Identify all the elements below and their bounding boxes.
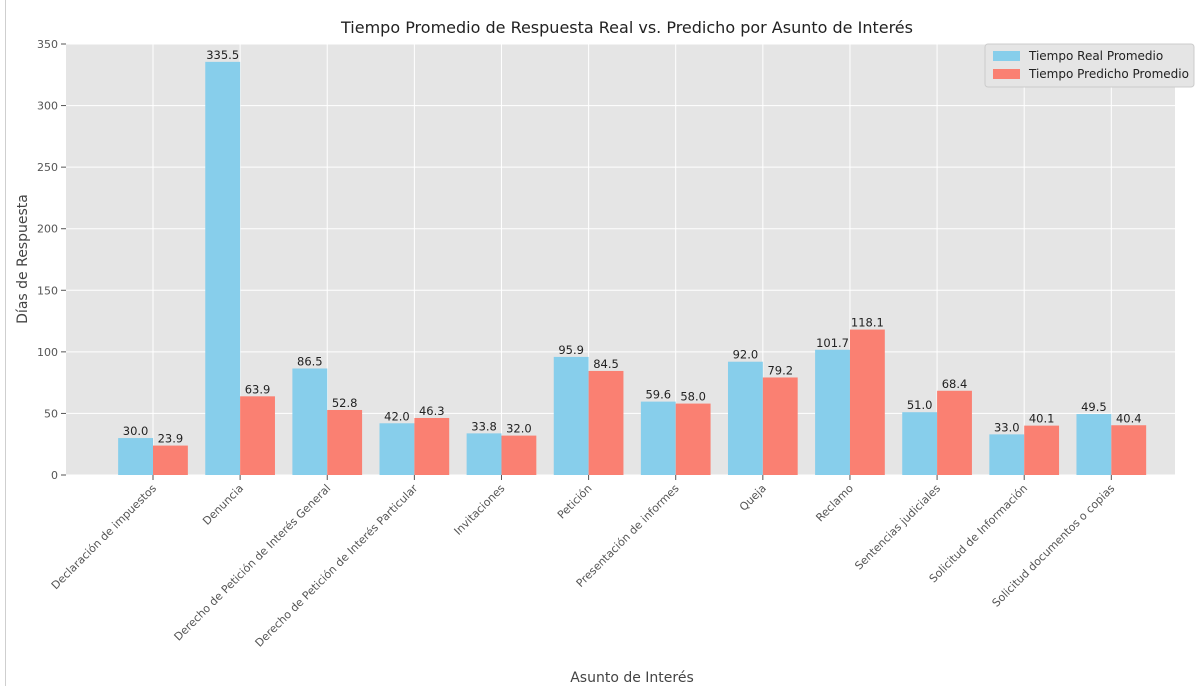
y-tick-label: 50 <box>44 407 58 420</box>
bar-real <box>727 361 763 475</box>
y-tick-label: 0 <box>51 469 58 482</box>
bar-real <box>205 61 241 475</box>
bar-predicted <box>414 417 450 475</box>
y-tick-label: 350 <box>37 38 58 51</box>
x-tick-label: Queja <box>737 482 769 514</box>
y-tick-label: 300 <box>37 100 58 113</box>
legend-swatch-predicted <box>993 69 1020 79</box>
bars <box>118 61 1147 475</box>
x-tick-label: Presentación de informes <box>574 482 682 590</box>
legend-label-real: Tiempo Real Promedio <box>1028 49 1163 63</box>
data-label-predicted: 40.4 <box>1116 411 1142 425</box>
bar-predicted <box>849 329 885 475</box>
x-tick-label: Denuncia <box>200 482 246 528</box>
bar-predicted <box>153 445 188 475</box>
bar-real <box>815 349 850 475</box>
data-label-real: 335.5 <box>206 48 239 62</box>
bar-predicted <box>501 435 537 475</box>
data-label-real: 86.5 <box>297 354 323 368</box>
bar-real <box>1076 414 1112 475</box>
bar-real <box>118 438 153 475</box>
bar-real <box>989 434 1025 475</box>
bar-predicted <box>588 370 624 475</box>
data-label-predicted: 23.9 <box>158 432 184 446</box>
data-label-real: 30.0 <box>123 424 149 438</box>
bar-predicted <box>1024 425 1060 475</box>
chart-title: Tiempo Promedio de Respuesta Real vs. Pr… <box>340 18 913 37</box>
x-axis-ticks: Declaración de impuestos DenunciaDerecho … <box>49 475 1118 650</box>
y-axis-ticks: 0 50 100 150 200 250 300 350 <box>37 38 66 482</box>
data-label-real: 51.0 <box>907 398 933 412</box>
data-label-real: 92.0 <box>733 348 759 362</box>
data-label-real: 101.7 <box>816 336 849 350</box>
legend: Tiempo Real Promedio Tiempo Predicho Pro… <box>984 43 1195 88</box>
bar-predicted <box>240 396 275 475</box>
y-tick-label: 100 <box>37 346 58 359</box>
x-tick-label: Petición <box>555 482 595 522</box>
data-label-predicted: 63.9 <box>245 382 271 396</box>
y-tick-label: 200 <box>37 223 58 236</box>
data-label-predicted: 118.1 <box>851 316 884 330</box>
y-axis-label: Días de Respuesta <box>15 194 31 324</box>
bar-real <box>640 401 676 475</box>
bar-real <box>553 356 589 475</box>
data-label-predicted: 79.2 <box>767 363 793 377</box>
x-tick-label: Derecho de Petición de Interés General <box>172 482 334 644</box>
legend-box <box>984 43 1195 88</box>
data-label-predicted: 68.4 <box>942 377 968 391</box>
data-label-real: 42.0 <box>384 409 410 423</box>
data-label-predicted: 84.5 <box>593 357 619 371</box>
bar-predicted <box>675 403 711 475</box>
data-label-predicted: 40.1 <box>1029 412 1055 426</box>
y-tick-label: 150 <box>37 284 58 297</box>
data-label-real: 59.6 <box>645 388 671 402</box>
legend-swatch-real <box>993 51 1020 61</box>
legend-label-predicted: Tiempo Predicho Promedio <box>1028 67 1189 81</box>
bar-predicted <box>1111 425 1147 475</box>
data-label-predicted: 46.3 <box>419 404 445 418</box>
bar-predicted <box>327 409 363 475</box>
x-tick-label: Declaración de impuestos <box>49 482 159 592</box>
y-tick-label: 250 <box>37 161 58 174</box>
x-tick-label: Sentencias judiciales <box>852 482 943 573</box>
data-label-predicted: 32.0 <box>506 422 532 436</box>
data-label-real: 49.5 <box>1081 400 1107 414</box>
data-labels: 30.0 335.5 86.5 42.0 33.8 95.9 59.6 92.0 101.7 51… <box>123 48 1142 446</box>
x-tick-label: Invitaciones <box>452 482 508 538</box>
bar-real <box>379 423 415 475</box>
data-label-predicted: 58.0 <box>680 390 706 404</box>
data-label-real: 33.8 <box>471 419 497 433</box>
bar-real <box>902 412 938 475</box>
data-label-real: 95.9 <box>558 343 584 357</box>
bar-real <box>292 368 328 475</box>
bar-predicted <box>937 390 972 475</box>
x-axis-label: Asunto de Interés <box>570 670 694 686</box>
bar-predicted <box>762 377 798 475</box>
x-tick-label: Derecho de Petición de Interés Particula… <box>253 481 421 649</box>
frame-border <box>5 0 6 686</box>
data-label-real: 33.0 <box>994 420 1020 434</box>
bar-real <box>466 433 502 475</box>
x-tick-label: Solicitud de Información <box>927 482 1031 586</box>
x-tick-label: Reclamo <box>813 482 856 525</box>
data-label-predicted: 52.8 <box>332 396 358 410</box>
